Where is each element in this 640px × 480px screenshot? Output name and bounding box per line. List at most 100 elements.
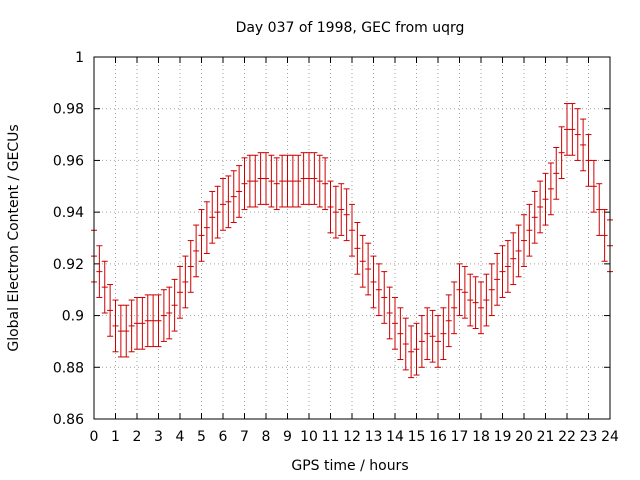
data-point [257, 152, 264, 205]
x-tick-label: 16 [429, 429, 447, 445]
x-tick-label: 11 [322, 429, 340, 445]
data-point [451, 281, 458, 335]
data-point [488, 263, 495, 317]
data-point [107, 284, 114, 337]
data-point [209, 190, 216, 244]
x-tick-label: 7 [240, 429, 249, 445]
data-point [311, 152, 318, 205]
y-tick-label: 0.9 [62, 309, 84, 325]
x-tick-label: 8 [262, 429, 271, 445]
data-point [322, 157, 329, 211]
x-tick-label: 20 [515, 429, 533, 445]
data-point [461, 265, 468, 319]
y-tick-label: 0.92 [53, 257, 84, 273]
y-tick-label: 0.96 [53, 153, 84, 169]
data-point [440, 307, 447, 361]
x-tick-label: 15 [408, 429, 426, 445]
data-point [564, 103, 570, 156]
data-point [241, 157, 248, 211]
data-point [182, 255, 189, 309]
data-point [354, 221, 361, 275]
data-point [263, 152, 269, 205]
data-point [504, 240, 511, 293]
y-tick-label: 0.98 [53, 102, 84, 118]
data-point [236, 165, 243, 218]
data-point [117, 304, 124, 358]
data-point [139, 296, 146, 350]
data-point [585, 134, 592, 187]
data-point [220, 178, 226, 231]
grid [94, 57, 610, 419]
data-point [134, 296, 140, 350]
data-point [494, 253, 501, 306]
y-tick-label: 1 [75, 50, 84, 66]
x-tick-label: 12 [343, 429, 361, 445]
data-point [177, 265, 183, 319]
data-points [91, 103, 613, 379]
data-point [166, 286, 173, 340]
data-point [424, 307, 431, 361]
data-point [370, 255, 377, 309]
data-point [483, 273, 490, 327]
data-point [338, 183, 345, 236]
data-point [289, 154, 296, 208]
data-point [365, 242, 372, 296]
chart-title: Day 037 of 1998, GEC from uqrg [236, 20, 465, 36]
data-point [327, 180, 334, 234]
data-point [268, 154, 275, 208]
x-tick-label: 2 [133, 429, 142, 445]
data-point [413, 322, 420, 376]
data-point [445, 294, 452, 348]
data-point [515, 224, 522, 278]
x-tick-label: 4 [176, 429, 185, 445]
data-point [590, 159, 597, 213]
data-point [279, 154, 286, 208]
data-point [101, 260, 108, 314]
data-point [306, 152, 312, 205]
data-point [402, 317, 409, 371]
x-tick-label: 1 [111, 429, 120, 445]
data-point [300, 152, 307, 205]
x-tick-label: 17 [451, 429, 469, 445]
x-tick-label: 5 [197, 429, 206, 445]
data-point [246, 154, 253, 208]
x-tick-label: 14 [386, 429, 404, 445]
data-point [510, 232, 517, 286]
y-tick-label: 0.86 [53, 412, 84, 428]
data-point [284, 154, 291, 208]
x-tick-label: 0 [90, 429, 99, 445]
data-point [171, 278, 178, 332]
data-point [112, 299, 119, 353]
data-point [295, 154, 302, 208]
y-tick-label: 0.94 [53, 205, 84, 221]
data-point [123, 304, 130, 358]
data-point [531, 190, 538, 244]
tick-labels: 0 1 2 3 4 5 6 7 8 9 10 11 12 13 14 15 16 17 18 19 20 21 22 23 24… [53, 50, 619, 445]
data-point [429, 309, 436, 363]
data-point [96, 245, 103, 298]
x-tick-label: 24 [601, 429, 619, 445]
data-point [478, 281, 484, 335]
data-point [569, 103, 576, 156]
y-tick-label: 0.88 [53, 360, 84, 376]
data-point [128, 299, 135, 353]
data-point [225, 175, 232, 229]
data-point [359, 234, 366, 288]
x-axis-label: GPS time / hours [291, 458, 408, 474]
data-point [542, 172, 549, 226]
data-point [521, 214, 527, 267]
data-point [203, 201, 210, 255]
data-point [435, 315, 441, 368]
x-tick-label: 13 [365, 429, 383, 445]
data-point [214, 185, 221, 239]
data-point [418, 315, 425, 368]
data-point [375, 263, 382, 317]
data-point [144, 294, 151, 348]
data-point [381, 271, 388, 324]
data-point [456, 263, 463, 317]
plot-border [93, 56, 611, 420]
data-point [499, 245, 506, 298]
data-point [160, 289, 167, 342]
data-point [467, 273, 474, 327]
